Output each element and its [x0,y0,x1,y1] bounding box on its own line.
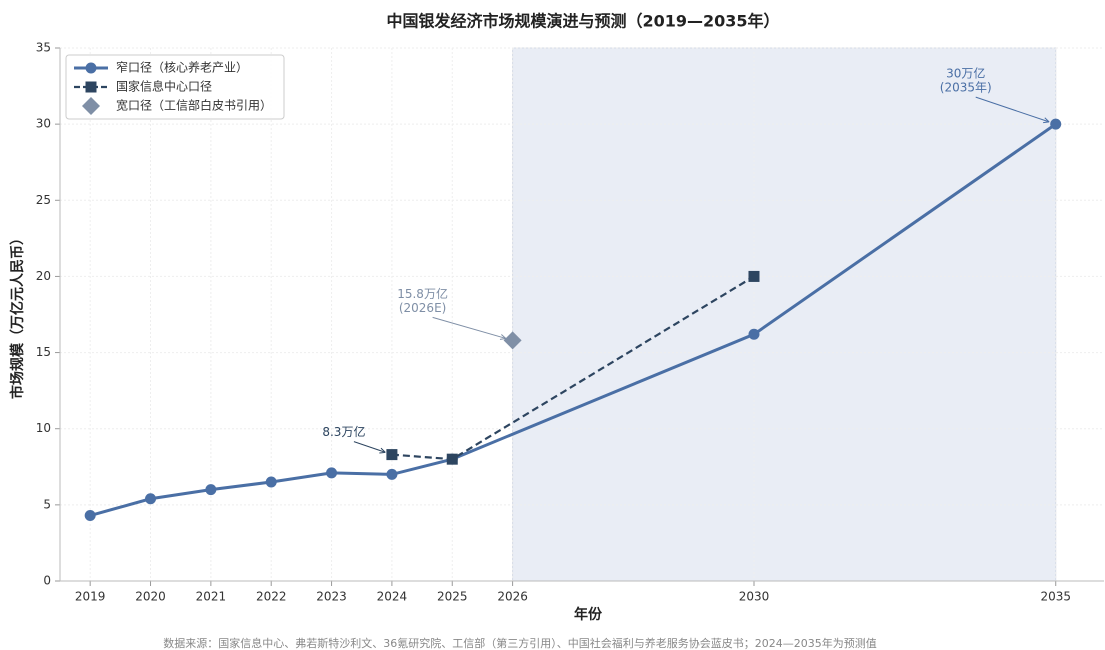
annotation-arrow [432,316,507,339]
point [265,476,277,488]
y-tick-label: 0 [43,574,51,588]
y-tick-label: 10 [36,421,51,435]
legend-label: 国家信息中心口径 [116,79,212,94]
annotation-text: 8.3万亿 [322,424,365,439]
y-axis-label: 市场规模（万亿元人民币） [9,231,26,399]
annotation-arrowhead [379,447,386,454]
y-tick-label: 25 [36,193,51,207]
y-tick-label: 20 [36,269,51,283]
x-tick-label: 2030 [739,590,770,604]
y-tick-label: 35 [36,41,51,55]
y-tick-label: 15 [36,345,51,359]
legend-label: 宽口径（工信部白皮书引用） [116,98,272,113]
point [503,331,522,350]
source-note: 数据来源：国家信息中心、弗若斯特沙利文、36氪研究院、工信部（第三方引用）、中国… [163,636,876,650]
legend-marker [85,81,97,93]
annotation-text: (2026E) [399,301,446,315]
legend-marker [85,62,97,74]
point [386,449,398,461]
annotation-text: (2035年) [940,81,992,95]
x-tick-label: 2025 [437,590,468,604]
annotation-arrowhead [1043,117,1050,124]
x-axis-label: 年份 [574,606,603,623]
legend-label: 窄口径（核心养老产业） [116,60,248,75]
annotation-arrowhead [499,334,507,340]
legend-marker [82,97,100,115]
annotation-arrow [975,96,1050,123]
point [205,484,217,496]
point [326,467,338,479]
point [748,270,760,282]
x-tick-label: 2020 [135,590,166,604]
point [748,328,760,340]
x-tick-label: 2022 [256,590,287,604]
x-tick-label: 2026 [497,590,528,604]
x-tick-label: 2023 [316,590,347,604]
y-tick-label: 30 [36,117,51,131]
y-tick-label: 5 [43,497,51,511]
chart-title: 中国银发经济市场规模演进与预测（2019—2035年） [386,12,779,31]
annotation-text: 15.8万亿 [397,286,448,301]
x-tick-label: 2021 [196,590,227,604]
annotation-text: 30万亿 [946,66,985,81]
annotation-arrow [353,441,386,453]
point [446,453,458,465]
point [145,493,157,505]
point [386,468,398,480]
legend-box [65,54,285,120]
point [84,510,96,522]
x-tick-label: 2035 [1040,590,1071,604]
x-tick-label: 2019 [75,590,106,604]
x-tick-label: 2024 [377,590,408,604]
point [1050,118,1062,130]
